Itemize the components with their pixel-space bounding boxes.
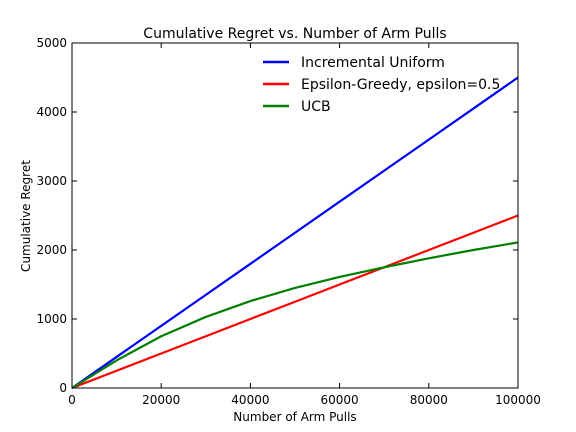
y-tick-label: 0 bbox=[59, 381, 67, 395]
x-tick-label: 100000 bbox=[495, 393, 541, 407]
y-tick-label: 5000 bbox=[36, 36, 67, 50]
x-axis-label: Number of Arm Pulls bbox=[233, 410, 356, 424]
y-tick-label: 3000 bbox=[36, 174, 67, 188]
legend-label-epsilon-greedy-epsilon-0-5: Epsilon-Greedy, epsilon=0.5 bbox=[301, 77, 500, 93]
y-axis-label: Cumulative Regret bbox=[19, 160, 33, 272]
series-layer bbox=[71, 76, 519, 390]
chart-title: Cumulative Regret vs. Number of Arm Pull… bbox=[143, 26, 446, 42]
x-tick-label: 40000 bbox=[231, 393, 269, 407]
series-line-incremental-uniform bbox=[71, 76, 519, 389]
legend: Incremental Uniform Epsilon-Greedy, epsil… bbox=[263, 55, 500, 115]
y-tick-label: 1000 bbox=[36, 312, 67, 326]
y-tick-label: 4000 bbox=[36, 105, 67, 119]
series-line-epsilon-greedy-epsilon-0-5 bbox=[71, 214, 519, 390]
x-tick-label: 80000 bbox=[410, 393, 448, 407]
ticks-layer: 0 20000 40000 60000 80000 100000 0 1000 2000 3000… bbox=[36, 36, 540, 407]
y-tick-label: 2000 bbox=[36, 243, 67, 257]
plot-frame bbox=[71, 42, 519, 389]
legend-label-ucb: UCB bbox=[301, 99, 331, 115]
series-line-ucb bbox=[71, 241, 519, 389]
x-tick-label: 20000 bbox=[142, 393, 180, 407]
x-tick-label: 0 bbox=[68, 393, 76, 407]
x-tick-label: 60000 bbox=[321, 393, 359, 407]
legend-label-incremental-uniform: Incremental Uniform bbox=[301, 55, 445, 71]
